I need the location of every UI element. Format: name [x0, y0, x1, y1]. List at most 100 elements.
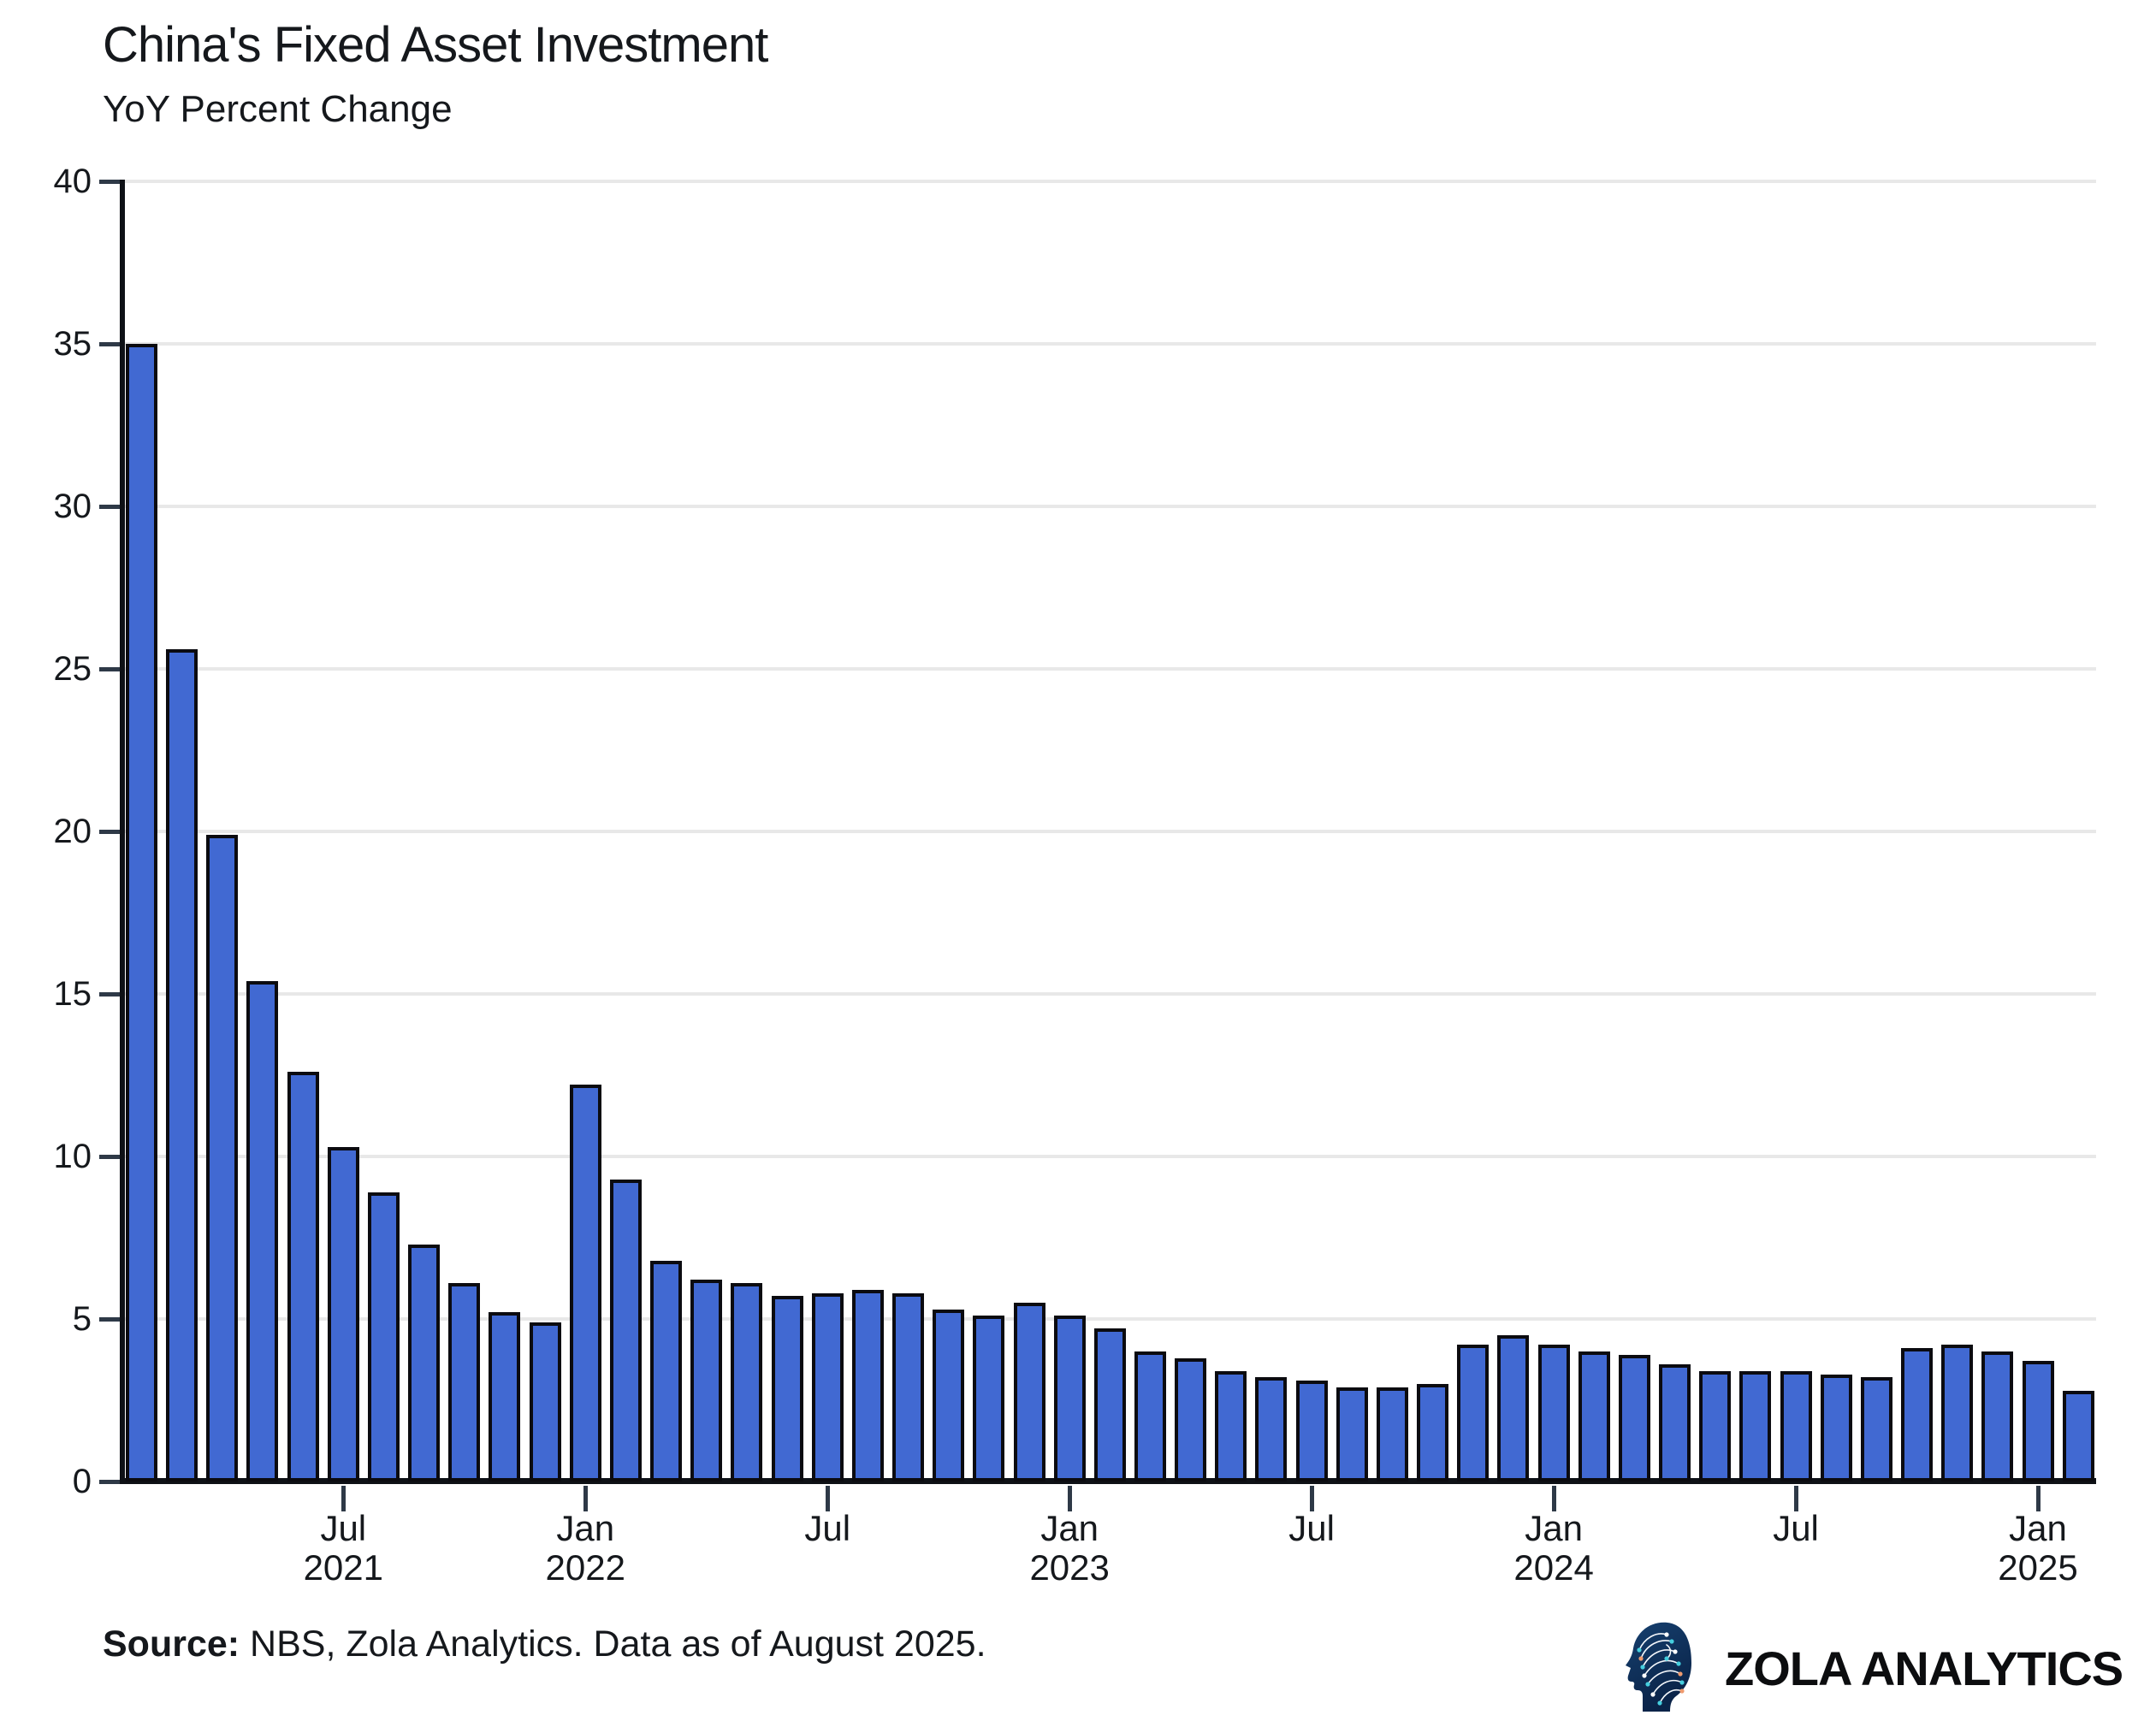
y-axis-tick-label: 40 — [53, 163, 92, 200]
bar — [1981, 1351, 2014, 1481]
bar — [1497, 1335, 1530, 1481]
gridline — [125, 342, 2096, 346]
bar — [1578, 1351, 1610, 1481]
bar — [1659, 1364, 1691, 1481]
y-axis-tick — [99, 1316, 120, 1322]
bar — [811, 1292, 844, 1481]
y-axis-line — [120, 180, 125, 1484]
y-axis-tick-label: 10 — [53, 1138, 92, 1175]
bar — [1618, 1354, 1650, 1481]
x-axis-tick — [1067, 1486, 1072, 1511]
chart-subtitle: YoY Percent Change — [103, 88, 453, 130]
y-axis-tick — [99, 504, 120, 509]
bar — [1255, 1377, 1288, 1481]
gridline — [125, 830, 2096, 833]
y-axis-tick-label: 0 — [72, 1463, 92, 1500]
y-axis-tick-label: 25 — [53, 650, 92, 688]
bar — [1739, 1370, 1772, 1481]
bar — [246, 980, 279, 1481]
bar — [1860, 1377, 1892, 1481]
bar — [851, 1289, 884, 1481]
bar — [2022, 1361, 2054, 1481]
y-axis-tick — [99, 1154, 120, 1159]
brand-logo: ZOLA ANALYTICS — [1619, 1617, 2123, 1719]
bar — [1537, 1345, 1570, 1481]
y-axis-tick-label: 30 — [53, 488, 92, 525]
chart-title: China's Fixed Asset Investment — [103, 17, 768, 73]
bar — [650, 1260, 683, 1481]
bar — [771, 1296, 803, 1481]
y-axis-tick — [99, 341, 120, 346]
x-axis-tick — [2035, 1486, 2040, 1511]
bar — [327, 1146, 359, 1481]
x-axis-tick-label: Jul — [1773, 1508, 1819, 1548]
bar — [367, 1192, 400, 1481]
x-axis-tick — [1309, 1486, 1314, 1511]
bar — [166, 649, 198, 1481]
bar — [1699, 1370, 1732, 1481]
x-axis-tick-label: Jul — [320, 1508, 367, 1548]
y-axis-tick — [99, 1479, 120, 1484]
bar — [1376, 1387, 1408, 1481]
bar — [892, 1292, 925, 1481]
bar — [973, 1316, 1005, 1481]
bar — [206, 834, 239, 1481]
x-axis-tick-label: Jan — [1525, 1508, 1583, 1548]
bar — [1013, 1303, 1045, 1481]
bar — [529, 1322, 561, 1481]
y-axis-tick — [99, 829, 120, 834]
y-axis-tick — [99, 666, 120, 671]
bar — [489, 1312, 521, 1481]
bar — [2062, 1390, 2094, 1481]
bar — [1215, 1370, 1247, 1481]
bar — [1417, 1384, 1449, 1481]
bar — [1780, 1370, 1812, 1481]
x-axis-tick-year-label: 2023 — [1029, 1547, 1110, 1588]
x-axis-tick-label: Jan — [1040, 1508, 1099, 1548]
y-axis-tick-label: 5 — [72, 1300, 92, 1338]
x-axis-tick-label: Jan — [556, 1508, 615, 1548]
gridline — [125, 1155, 2096, 1158]
bar — [690, 1280, 723, 1481]
x-axis-tick-year-label: 2025 — [1998, 1547, 2078, 1588]
y-axis-tick-label: 35 — [53, 325, 92, 363]
gridline — [125, 667, 2096, 671]
gridline — [125, 1317, 2096, 1321]
bar — [1093, 1328, 1126, 1481]
source-text: NBS, Zola Analytics. Data as of August 2… — [240, 1623, 986, 1665]
bar — [408, 1244, 441, 1481]
bar — [1457, 1345, 1490, 1481]
bar — [1295, 1381, 1328, 1481]
bar — [1820, 1374, 1852, 1481]
bar — [1053, 1316, 1086, 1481]
bar — [448, 1283, 481, 1481]
bar — [1901, 1348, 1934, 1481]
y-axis-tick — [99, 991, 120, 997]
x-axis-tick — [825, 1486, 830, 1511]
x-axis-tick-year-label: 2024 — [1513, 1547, 1594, 1588]
x-axis-tick-label: Jan — [2009, 1508, 2067, 1548]
bar — [1175, 1357, 1207, 1481]
x-axis-tick-label: Jul — [804, 1508, 851, 1548]
x-axis-tick — [341, 1486, 346, 1511]
source-note: Source: NBS, Zola Analytics. Data as of … — [103, 1622, 986, 1666]
brand-name: ZOLA ANALYTICS — [1725, 1641, 2123, 1695]
gridline — [125, 992, 2096, 996]
bar — [609, 1179, 642, 1481]
x-axis-tick-year-label: 2021 — [303, 1547, 384, 1588]
bar — [1941, 1345, 1974, 1481]
x-axis-tick — [1793, 1486, 1798, 1511]
y-axis-tick — [99, 179, 120, 184]
x-axis-tick-year-label: 2022 — [545, 1547, 625, 1588]
x-axis-tick — [583, 1486, 588, 1511]
x-axis-tick — [1551, 1486, 1556, 1511]
x-axis-tick-label: Jul — [1288, 1508, 1335, 1548]
bar — [287, 1072, 319, 1481]
gridline — [125, 505, 2096, 508]
bar — [126, 344, 157, 1481]
source-label: Source: — [103, 1623, 240, 1665]
bar — [569, 1085, 601, 1481]
gridline — [125, 180, 2096, 183]
